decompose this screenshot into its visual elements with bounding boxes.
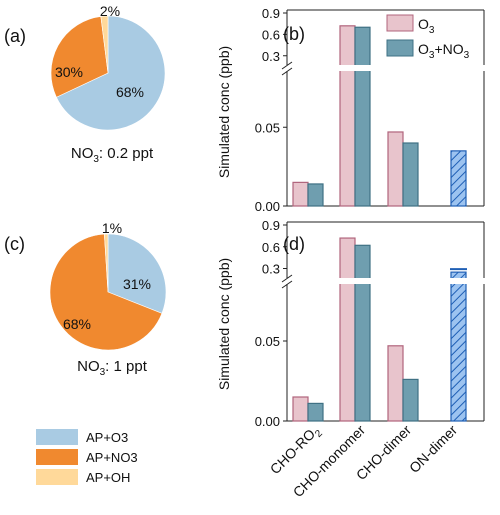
y-tick-label: 0.9 xyxy=(262,6,280,21)
bar-chart-b: 0.3 0.6 0.9 0.00 0.05 xyxy=(255,6,491,214)
legend-swatch-o3 xyxy=(386,14,414,32)
bar-chart-d: 0.3 0.6 0.9 0.00 0.05 xyxy=(255,218,491,429)
pie-slice-ap-o3 xyxy=(107,233,167,314)
pie-label-ap-oh: 1% xyxy=(102,220,122,236)
bar-cho-ro2-o3 xyxy=(292,181,309,207)
legend-label-ap-oh: AP+OH xyxy=(86,470,130,485)
bar-cho-monomer-o3-no3 xyxy=(354,244,371,422)
y-axis-label-d: Simulated conc (ppb) xyxy=(216,258,232,390)
panel-label-d: (d) xyxy=(283,234,305,254)
y-tick-label: 0.3 xyxy=(262,49,280,64)
y-tick-label: 0.00 xyxy=(255,199,280,214)
legend-swatch-o3-no3 xyxy=(386,39,414,57)
x-axis-labels: CHO-RO2 CHO-monomer CHO-dimer ON-dimer xyxy=(267,422,461,501)
axis-break-mark xyxy=(281,61,293,70)
y-axis-label-b: Simulated conc (ppb) xyxy=(216,46,232,178)
pie-label-ap-o3: 31% xyxy=(123,276,151,292)
bar-on-dimer-o3-no3 xyxy=(450,271,467,422)
axis-break-gap xyxy=(281,65,491,71)
axis-break-mark xyxy=(281,274,293,283)
pie-slice-ap-no3 xyxy=(50,16,109,98)
bar-on-dimer-o3-no3 xyxy=(450,150,467,207)
panel-label-a: (a) xyxy=(4,26,26,46)
pie-slice-ap-oh xyxy=(100,15,109,74)
pie-slice-ap-oh xyxy=(104,233,109,293)
pie-legend: AP+O3 AP+NO3 AP+OH xyxy=(36,429,138,485)
y-tick-label: 0.00 xyxy=(255,414,280,429)
y-tick-label: 0.6 xyxy=(262,240,280,255)
bar-cho-monomer-o3-no3 xyxy=(354,26,371,207)
y-tick-label: 0.6 xyxy=(262,27,280,42)
bar-cho-ro2-o3-no3 xyxy=(307,183,324,207)
legend-swatch-ap-o3 xyxy=(36,429,78,445)
bar-cho-ro2-o3-no3 xyxy=(307,402,324,422)
bar-cho-dimer-o3-no3 xyxy=(402,378,419,422)
pie-caption-a: NO3: 0.2 ppt xyxy=(71,145,154,165)
axis-break-mark xyxy=(281,280,293,289)
legend-label-ap-o3: AP+O3 xyxy=(86,430,128,445)
legend-label-ap-no3: AP+NO3 xyxy=(86,450,138,465)
pie-label-ap-no3: 30% xyxy=(55,64,83,80)
panel-label-b: (b) xyxy=(283,24,305,44)
bar-cho-dimer-o3-no3 xyxy=(402,142,419,207)
pie-label-ap-no3: 68% xyxy=(63,316,91,332)
x-label-on-dimer: ON-dimer xyxy=(406,422,460,476)
pie-slice-ap-no3 xyxy=(49,233,163,351)
pie-caption-c: NO3: 1 ppt xyxy=(77,358,148,378)
pie-slice-ap-o3 xyxy=(56,15,166,131)
bar-legend: O3 O3+NO3 xyxy=(386,14,470,61)
legend-label-o3-no3: O3+NO3 xyxy=(418,41,470,61)
y-tick-label: 0.3 xyxy=(262,262,280,277)
pie-label-ap-o3: 68% xyxy=(116,84,144,100)
pie-label-ap-oh: 2% xyxy=(100,3,120,19)
pie-chart-c: 31% 68% 1% xyxy=(49,220,167,351)
bar-cho-monomer-o3 xyxy=(339,25,356,207)
axis-break-mark xyxy=(281,67,293,76)
bar-cho-dimer-o3 xyxy=(387,345,404,422)
pie-chart-a: 68% 30% 2% xyxy=(50,3,166,131)
legend-swatch-ap-no3 xyxy=(36,449,78,465)
y-tick-label: 0.05 xyxy=(255,120,280,135)
legend-swatch-ap-oh xyxy=(36,469,78,485)
y-tick-label: 0.05 xyxy=(255,334,280,349)
y-tick-label: 0.9 xyxy=(262,218,280,233)
bar-cho-dimer-o3 xyxy=(387,131,404,207)
bar-cho-monomer-o3 xyxy=(339,237,356,422)
legend-label-o3: O3 xyxy=(418,16,435,36)
axis-break-gap xyxy=(281,278,491,284)
panel-label-c: (c) xyxy=(4,234,25,254)
bar-cho-ro2-o3 xyxy=(292,396,309,422)
